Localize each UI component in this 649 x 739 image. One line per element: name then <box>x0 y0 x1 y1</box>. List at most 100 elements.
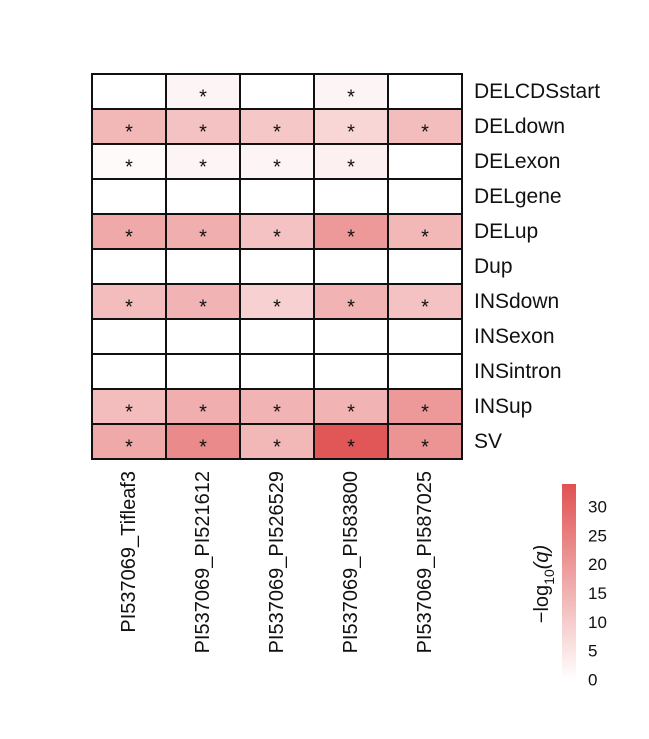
heatmap-cell-deldown-1 <box>91 108 167 145</box>
row-label: SV <box>474 430 502 453</box>
significance-star: * <box>273 227 281 249</box>
heatmap-cell-deldown-3 <box>239 108 315 145</box>
row-label: INSintron <box>474 360 562 383</box>
significance-star: * <box>273 122 281 144</box>
significance-star: * <box>347 402 355 424</box>
significance-stars: * * * * * * * * * * * * * * * * * * * * * * * * * * * * * * * <box>125 87 429 459</box>
row-label: DELdown <box>474 115 565 138</box>
heatmap-cell-insintron-1 <box>91 353 167 390</box>
significance-star: * <box>273 297 281 319</box>
colorbar: 0 5 10 15 20 25 30 −log10(q) <box>531 484 607 690</box>
heatmap-cell-deldown-5 <box>387 108 463 145</box>
significance-star: * <box>421 402 429 424</box>
heatmap-cell-delcdsstart-3 <box>239 73 315 110</box>
heatmap-cell-insexon-1 <box>91 318 167 355</box>
heatmap-cell-insexon-2 <box>165 318 241 355</box>
column-label: PI537069_PI526529 <box>266 471 288 653</box>
significance-star: * <box>347 157 355 179</box>
heatmap-cell-insintron-4 <box>313 353 389 390</box>
heatmap-cell-sv-1 <box>91 423 167 460</box>
significance-star: * <box>347 87 355 109</box>
heatmap-cell-dup-4 <box>313 248 389 285</box>
heatmap-cell-dup-2 <box>165 248 241 285</box>
significance-star: * <box>125 402 133 424</box>
column-label: PI537069_PI587025 <box>414 471 436 653</box>
heatmap-cell-insup-1 <box>91 388 167 425</box>
heatmap-cell-delcdsstart-1 <box>91 73 167 110</box>
heatmap-cell-insup-5 <box>387 388 463 425</box>
significance-star: * <box>347 437 355 459</box>
heatmap-cell-dup-1 <box>91 248 167 285</box>
heatmap-cell-delup-3 <box>239 213 315 250</box>
colorbar-tick-label: 10 <box>588 613 607 632</box>
heatmap-cell-insdown-1 <box>91 283 167 320</box>
row-label: DELCDSstart <box>474 80 600 103</box>
significance-star: * <box>421 227 429 249</box>
row-label: DELexon <box>474 150 560 173</box>
significance-star: * <box>199 227 207 249</box>
row-label: INSexon <box>474 325 555 348</box>
row-labels: DELCDSstart DELdown DELexon DELgene DELup Dup… <box>474 80 600 453</box>
significance-star: * <box>347 122 355 144</box>
significance-star: * <box>125 227 133 249</box>
heatmap-cells <box>91 73 463 460</box>
heatmap-cell-sv-4 <box>313 423 389 460</box>
heatmap-cell-delgene-3 <box>239 178 315 215</box>
significance-star: * <box>125 122 133 144</box>
heatmap-cell-insup-3 <box>239 388 315 425</box>
heatmap-cell-dup-3 <box>239 248 315 285</box>
heatmap-cell-sv-3 <box>239 423 315 460</box>
significance-star: * <box>199 122 207 144</box>
significance-star: * <box>273 402 281 424</box>
column-label: PI537069_Tifleaf3 <box>118 471 140 633</box>
heatmap-cell-insintron-2 <box>165 353 241 390</box>
heatmap-cell-insexon-5 <box>387 318 463 355</box>
row-label: INSdown <box>474 290 559 313</box>
significance-star: * <box>199 87 207 109</box>
significance-star: * <box>347 297 355 319</box>
row-label: DELgene <box>474 185 562 208</box>
significance-star: * <box>199 437 207 459</box>
heatmap-cell-delexon-4 <box>313 143 389 180</box>
heatmap-cell-delup-1 <box>91 213 167 250</box>
significance-star: * <box>421 437 429 459</box>
significance-star: * <box>125 437 133 459</box>
significance-star: * <box>347 227 355 249</box>
significance-star: * <box>273 157 281 179</box>
heatmap-cell-insexon-4 <box>313 318 389 355</box>
heatmap-cell-insintron-3 <box>239 353 315 390</box>
heatmap-cell-dup-5 <box>387 248 463 285</box>
significance-star: * <box>125 297 133 319</box>
significance-star: * <box>199 402 207 424</box>
colorbar-title: −log10(q) <box>531 545 557 623</box>
heatmap-cell-delgene-4 <box>313 178 389 215</box>
heatmap-cell-delcdsstart-5 <box>387 73 463 110</box>
colorbar-tick-label: 0 <box>588 671 597 690</box>
heatmap-cell-delgene-1 <box>91 178 167 215</box>
colorbar-ticks: 0 5 10 15 20 25 30 <box>588 498 607 690</box>
column-labels: PI537069_Tifleaf3 PI537069_PI521612 PI5370… <box>118 471 436 653</box>
colorbar-gradient <box>562 484 576 680</box>
heatmap-cell-delexon-5 <box>387 143 463 180</box>
significance-star: * <box>421 122 429 144</box>
significance-star: * <box>125 157 133 179</box>
heatmap-cell-delgene-5 <box>387 178 463 215</box>
colorbar-tick-label: 25 <box>588 526 607 545</box>
significance-star: * <box>421 297 429 319</box>
heatmap-cell-delexon-2 <box>165 143 241 180</box>
heatmap-cell-insintron-5 <box>387 353 463 390</box>
row-label: Dup <box>474 255 513 278</box>
colorbar-tick-label: 5 <box>588 642 597 661</box>
colorbar-tick-label: 30 <box>588 498 607 517</box>
row-label: DELup <box>474 220 538 243</box>
column-label: PI537069_PI521612 <box>192 471 214 653</box>
heatmap-cell-sv-5 <box>387 423 463 460</box>
heatmap-cell-insexon-3 <box>239 318 315 355</box>
significance-star: * <box>199 297 207 319</box>
significance-star: * <box>273 437 281 459</box>
column-label: PI537069_PI583800 <box>340 471 362 653</box>
row-label: INSup <box>474 395 532 418</box>
colorbar-tick-label: 20 <box>588 555 607 574</box>
colorbar-tick-label: 15 <box>588 584 607 603</box>
